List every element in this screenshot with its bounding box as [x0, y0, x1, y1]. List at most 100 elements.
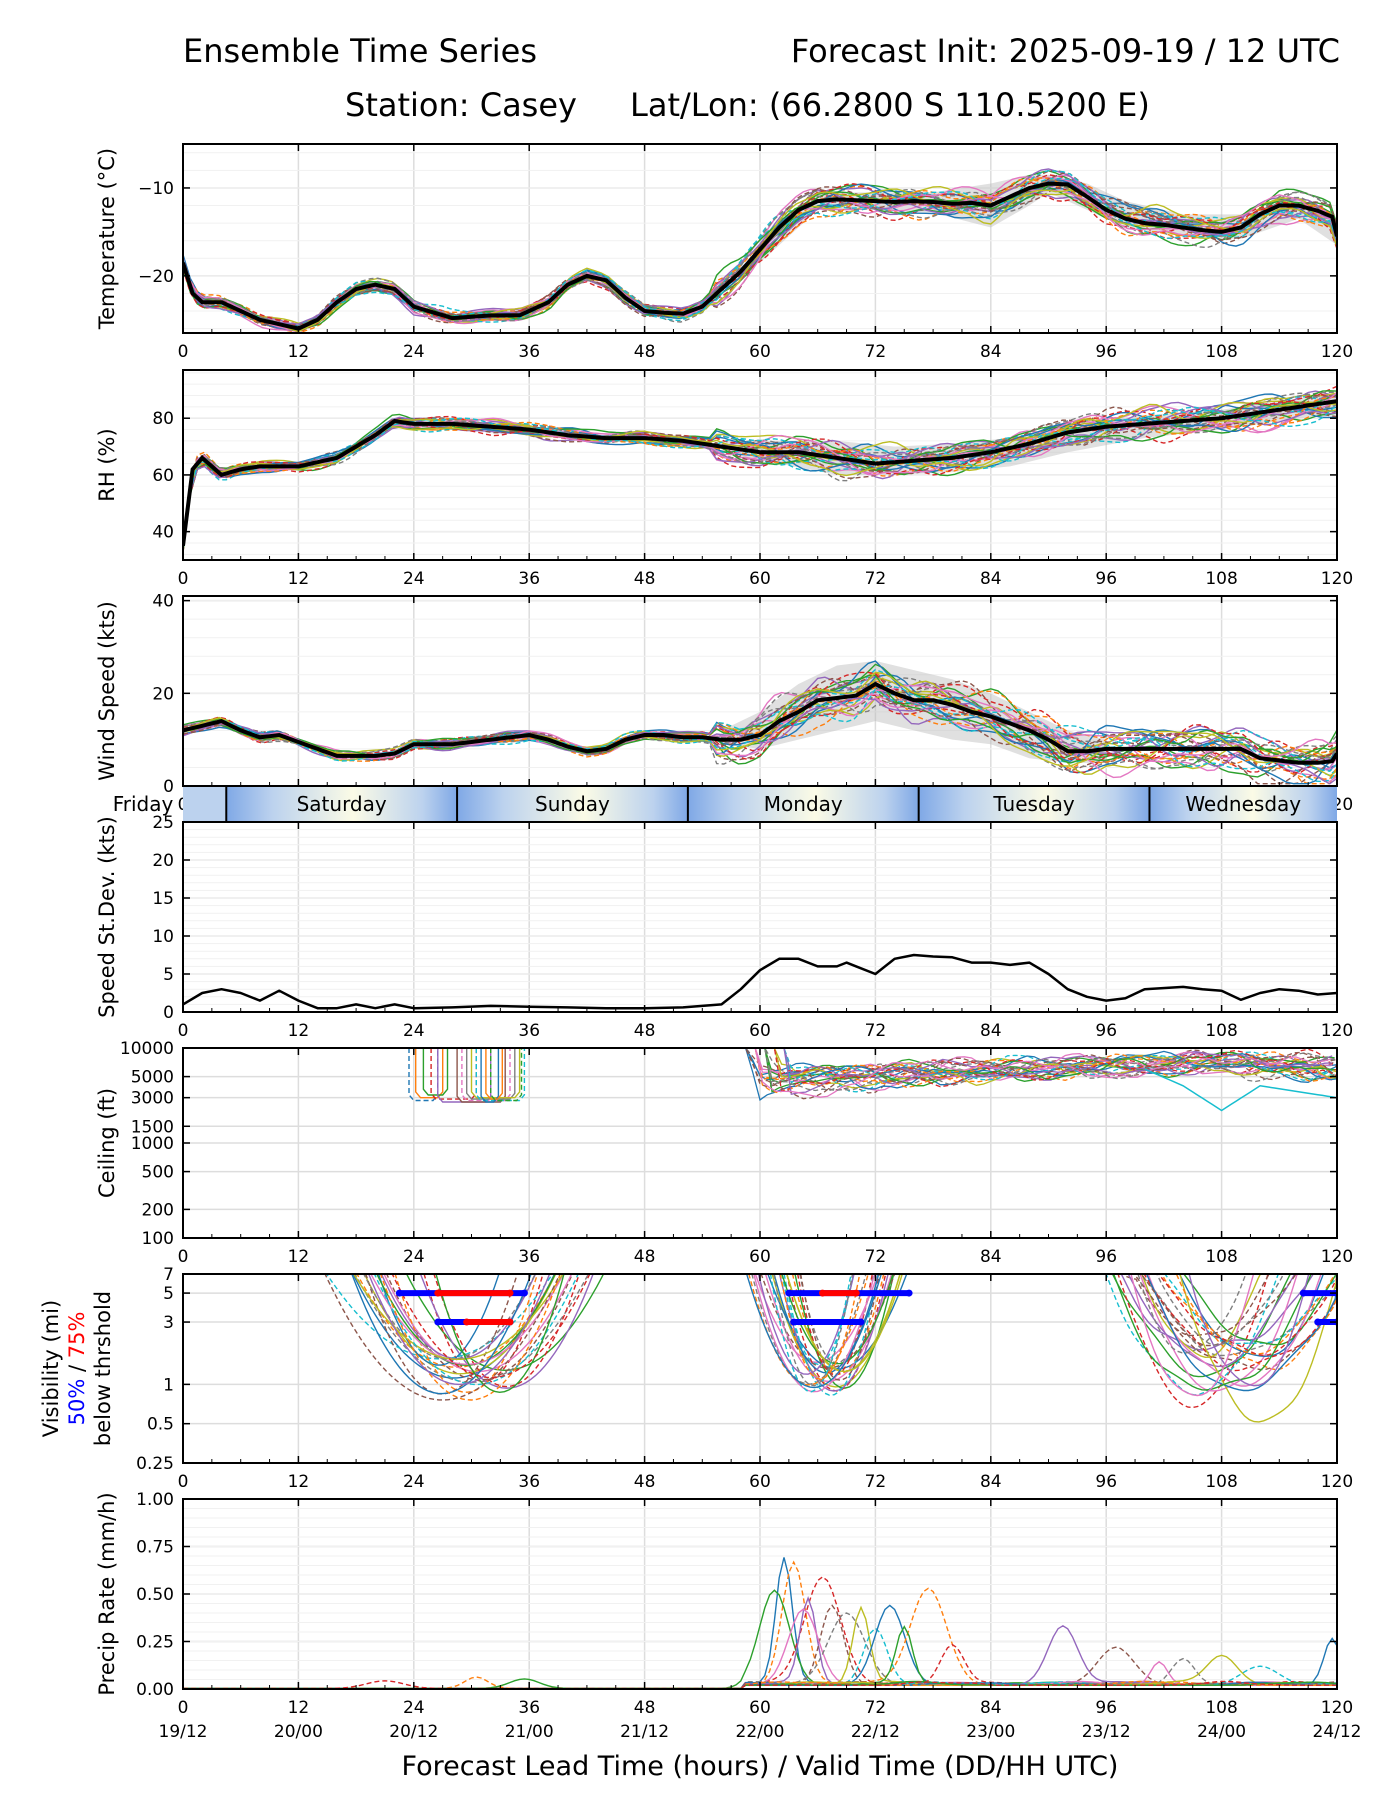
visibility-member-line	[1130, 1274, 1255, 1397]
speed_stdev-x-tick-label: 84	[980, 1021, 1002, 1041]
ceiling-panel: 0 12 24 36 48 60 72 84 96 108 120 100 200 500 10001500…	[95, 1039, 1353, 1267]
visibility-member-line	[1126, 1274, 1337, 1371]
visibility-member-line	[351, 1274, 532, 1395]
visibility-x-tick-label: 120	[1321, 1472, 1353, 1492]
visibility-member-line	[748, 1274, 869, 1386]
ceiling-member-line	[470, 1048, 521, 1099]
ceiling-x-tick-label: 48	[634, 1247, 656, 1267]
temperature-y-tick-label: −10	[138, 179, 174, 199]
temperature-member-line	[183, 186, 1337, 332]
visibility-threshold-dot	[905, 1289, 913, 1297]
visibility-member-line	[1140, 1274, 1297, 1347]
visibility-y-axis-label-threshold: below thrshold	[91, 1291, 115, 1446]
temperature-x-tick-label: 0	[178, 342, 189, 362]
speed_stdev-y-tick-label: 5	[163, 965, 174, 985]
temperature-y-tick-label: −20	[138, 267, 174, 287]
wind_speed-y-axis-label: Wind Speed (kts)	[95, 601, 119, 781]
visibility-threshold-dot	[506, 1318, 514, 1326]
ceiling-member-line	[750, 1048, 1335, 1092]
rh-x-tick-label: 96	[1095, 569, 1117, 589]
ceiling-member-line	[731, 1048, 1337, 1088]
visibility-member-line	[325, 1274, 554, 1360]
wind_speed-member-line	[183, 690, 1337, 770]
visibility-threshold-dot	[790, 1318, 798, 1326]
speed_stdev-x-tick-label: 24	[403, 1021, 425, 1041]
ceiling-x-tick-label: 84	[980, 1247, 1002, 1267]
visibility-member-line	[1137, 1274, 1247, 1354]
ceiling-member-line	[480, 1048, 500, 1103]
valid-time-label: 20/00	[274, 1722, 323, 1742]
wind_speed-member-line	[183, 685, 1337, 771]
visibility-threshold-dot	[506, 1289, 514, 1297]
visibility-member-line	[769, 1274, 852, 1393]
day-strip: Friday Saturday Sunday Monday Tuesday Wednesd…	[113, 787, 1337, 821]
visibility-threshold-dot	[520, 1289, 528, 1297]
valid-time-label: 21/00	[505, 1722, 554, 1742]
speed_stdev-y-tick-label: 0	[163, 1003, 174, 1023]
rh-member-line	[183, 402, 1337, 547]
vis-sep-label: /	[65, 1358, 89, 1378]
valid-time-label: 21/12	[620, 1722, 669, 1742]
visibility-member-line	[1139, 1274, 1337, 1357]
valid-time-label: 23/12	[1082, 1722, 1131, 1742]
rh-plot-area	[183, 385, 1337, 553]
ceiling-member-line	[475, 1048, 526, 1102]
visibility-member-line	[1157, 1274, 1337, 1357]
wind_speed-y-tick-label: 40	[152, 592, 174, 612]
temperature-member-line	[183, 183, 1337, 327]
day-band	[226, 787, 458, 821]
visibility-member-line	[773, 1274, 880, 1374]
visibility-panel: 0 12 24 36 48 60 72 84 96 108 120 0.25 0.5 1 3 57 Visibi…	[39, 1265, 1353, 1492]
visibility-member-line	[1120, 1274, 1314, 1351]
precip-x-tick-label: 72	[865, 1698, 887, 1718]
visibility-member-line	[419, 1274, 594, 1389]
speed_stdev-x-tick-label: 120	[1321, 1021, 1353, 1041]
visibility-threshold-dot	[1299, 1289, 1307, 1297]
speed_stdev-y-axis-label: Speed St.Dev. (kts)	[95, 816, 119, 1018]
visibility-member-line	[786, 1274, 903, 1373]
ceiling-y-tick-label: 500	[142, 1163, 174, 1183]
visibility-member-line	[783, 1274, 879, 1396]
visibility-plot-area	[324, 1274, 1337, 1423]
ceiling-member-line	[485, 1048, 503, 1100]
visibility-member-line	[1160, 1274, 1337, 1371]
vis-75-label: 75%	[65, 1312, 89, 1359]
visibility-member-line	[376, 1274, 556, 1366]
visibility-member-line	[405, 1274, 605, 1372]
precip_rate-y-axis-label: Precip Rate (mm/h)	[95, 1492, 119, 1695]
day-label-monday: Monday	[764, 792, 843, 816]
visibility-member-line	[1175, 1274, 1336, 1355]
visibility-y-tick-label: 7	[163, 1265, 174, 1285]
temperature-x-tick-label: 72	[865, 342, 887, 362]
rh-x-tick-label: 120	[1321, 569, 1353, 589]
visibility-threshold-dot	[463, 1318, 471, 1326]
temperature-x-tick-label: 60	[749, 342, 771, 362]
ceiling-x-tick-label: 108	[1205, 1247, 1237, 1267]
visibility-y-axis-label-percent: 50% / 75%	[65, 1312, 89, 1426]
valid-time-label: 23/00	[966, 1722, 1015, 1742]
precip-x-tick-label: 48	[634, 1698, 656, 1718]
visibility-member-line	[367, 1274, 551, 1386]
temperature-x-tick-label: 84	[980, 342, 1002, 362]
visibility-y-tick-label: 0.5	[147, 1415, 174, 1435]
valid-time-label: 20/12	[389, 1722, 438, 1742]
ceiling-y-tick-label: 200	[142, 1200, 174, 1220]
visibility-member-line	[799, 1274, 881, 1382]
visibility-y-tick-label: 3	[163, 1313, 174, 1333]
visibility-threshold-dot	[785, 1289, 793, 1297]
precip-x-tick-label: 24	[403, 1698, 425, 1718]
visibility-member-line	[779, 1274, 861, 1381]
precip_rate-y-tick-label: 0.00	[136, 1680, 174, 1700]
day-band	[687, 787, 919, 821]
visibility-y-tick-label: 1	[163, 1375, 174, 1395]
visibility-member-line	[1188, 1274, 1310, 1387]
wind_speed-plot-area	[183, 660, 1337, 785]
precip_rate-y-tick-label: 0.75	[136, 1538, 174, 1558]
day-band	[918, 787, 1150, 821]
visibility-member-line	[1179, 1274, 1337, 1423]
visibility-x-tick-label: 108	[1205, 1472, 1237, 1492]
visibility-threshold-dot	[434, 1289, 442, 1297]
ceiling-x-tick-label: 24	[403, 1247, 425, 1267]
temperature-x-tick-label: 36	[518, 342, 540, 362]
rh-y-tick-label: 40	[152, 523, 174, 543]
